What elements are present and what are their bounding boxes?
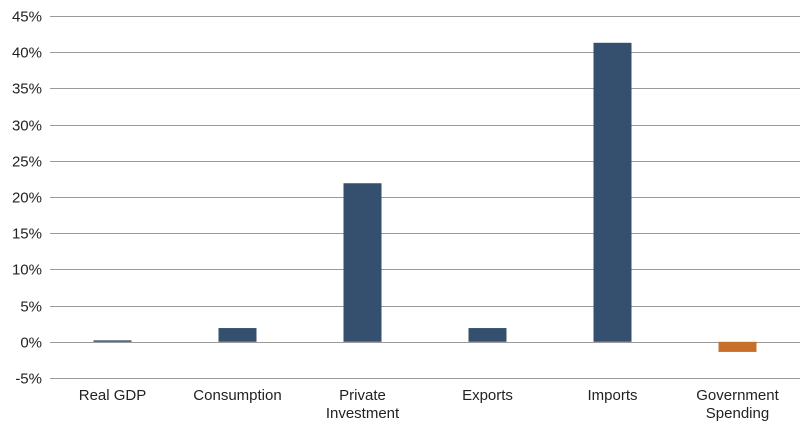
y-tick-label: 20% (12, 190, 42, 207)
y-tick-label: 40% (12, 45, 42, 62)
x-category-label: Imports (587, 387, 637, 404)
y-tick-label: 0% (20, 335, 42, 352)
y-tick-label: 5% (20, 299, 42, 316)
bars (93, 42, 757, 352)
bar (218, 328, 257, 342)
y-tick-label: 15% (12, 226, 42, 243)
y-tick-label: 45% (12, 9, 42, 26)
y-tick-label: 30% (12, 118, 42, 135)
x-category-label: Real GDP (79, 387, 147, 404)
x-category-label: Government Spending (696, 387, 779, 422)
bar (343, 183, 382, 342)
y-tick-label: -5% (15, 371, 42, 388)
y-tick-label: 35% (12, 81, 42, 98)
x-category-label: Exports (462, 387, 513, 404)
y-axis-tick-labels: -5% 0% 5% 10% 15% 20% 25% 30% 35% 40% 45% (12, 9, 42, 388)
gridlines (50, 16, 800, 379)
y-tick-label: 10% (12, 262, 42, 279)
bar (468, 328, 507, 342)
x-category-label: Consumption (193, 387, 281, 404)
bar (593, 42, 632, 342)
bar (93, 340, 132, 342)
x-axis-category-labels: Real GDP Consumption Private Investment Expo… (79, 387, 780, 422)
y-tick-label: 25% (12, 154, 42, 171)
x-category-label: Private Investment (326, 387, 400, 422)
bar (718, 341, 757, 352)
